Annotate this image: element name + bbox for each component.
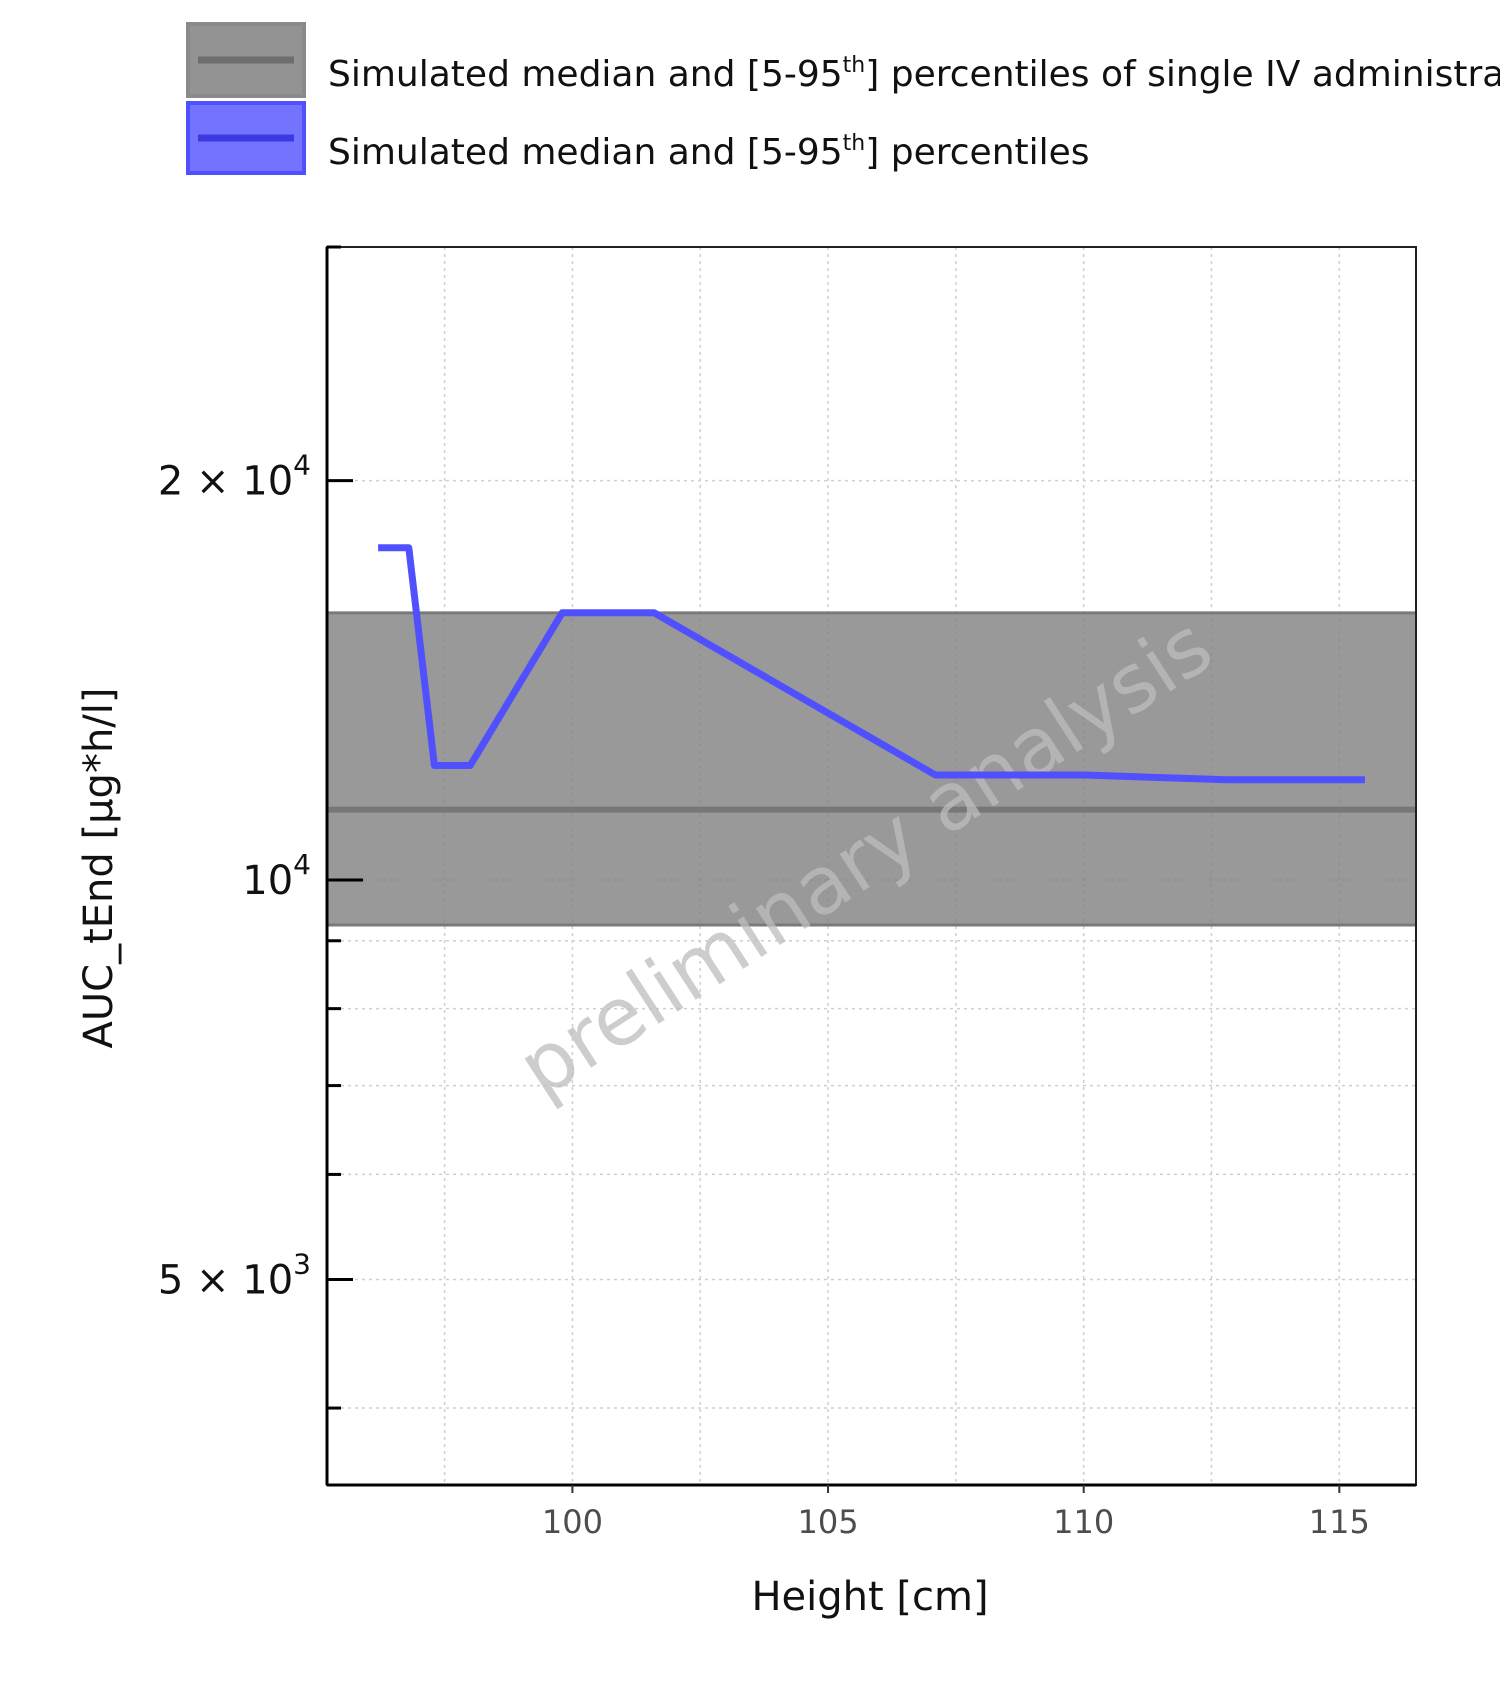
y-tick-label: 104 — [242, 848, 311, 904]
y-tick-label: 2 × 104 — [158, 449, 311, 505]
x-axis-title: Height [cm] — [751, 1574, 988, 1620]
iv-percentile-band — [327, 612, 1416, 925]
x-tick-label: 115 — [1309, 1503, 1370, 1541]
y-tick-label: 5 × 103 — [158, 1247, 311, 1303]
legend-label-iv: Simulated median and [5-95th] percentile… — [328, 53, 1500, 95]
y-axis-ticks: 5 × 103 104 2 × 104 — [158, 245, 363, 1410]
x-tick-label: 100 — [542, 1503, 603, 1541]
iv-band-layer — [327, 611, 1416, 927]
x-tick-label: 110 — [1053, 1503, 1114, 1541]
legend-label-sim: Simulated median and [5-95th] percentile… — [328, 131, 1090, 173]
simulated-line-layer — [378, 544, 1365, 784]
simulated-median-line — [378, 544, 1365, 784]
x-tick-label: 105 — [798, 1503, 859, 1541]
x-axis-ticks: 100 105 110 115 — [542, 1485, 1370, 1541]
legend: Simulated median and [5-95th] percentile… — [186, 22, 1500, 175]
y-axis-title: AUC_tEnd [µg*h/l] — [76, 688, 122, 1049]
